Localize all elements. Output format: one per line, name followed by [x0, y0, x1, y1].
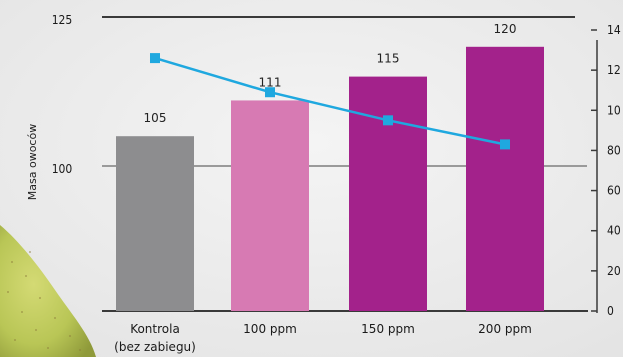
y-axis-label: Masa owoców — [26, 124, 39, 200]
y2-tick-label-100: 10 — [607, 103, 621, 117]
bar-value-label-3: 115 — [377, 52, 400, 66]
pear-illustration — [0, 225, 96, 357]
line-marker-3 — [383, 115, 393, 126]
y2-tick-label-20: 20 — [607, 264, 621, 278]
y2-tick-label-140: 14 — [607, 23, 621, 37]
y-tick-label-125: 125 — [52, 13, 73, 27]
bar-3 — [349, 76, 427, 311]
line-series — [154, 56, 506, 146]
bar-value-label-4: 120 — [494, 22, 517, 36]
bar-value-label-2: 111 — [259, 75, 282, 89]
bar-2 — [231, 100, 309, 311]
line-marker-1 — [150, 53, 160, 64]
x-tick-label-2: 100 ppm — [243, 322, 297, 336]
bar-value-label-1: 105 — [144, 111, 167, 125]
x-tick-sublabel-1: (bez zabiegu) — [114, 340, 196, 354]
x-tick-label-1: Kontrola — [130, 322, 180, 336]
y2-tick-label-40: 40 — [607, 224, 621, 238]
y2-tick-label-0: 0 — [607, 304, 614, 318]
bar-4 — [466, 46, 544, 312]
y2-tick-label-80: 80 — [607, 143, 621, 157]
y-tick-label-100: 100 — [52, 162, 73, 176]
line-marker-2 — [265, 87, 275, 98]
y2-tick-label-60: 60 — [607, 184, 621, 198]
x-tick-label-4: 200 ppm — [478, 322, 532, 336]
x-tick-label-3: 150 ppm — [361, 322, 415, 336]
y2-tick-label-120: 12 — [607, 63, 621, 77]
bar-1 — [116, 136, 194, 311]
line-marker-4 — [500, 139, 510, 150]
